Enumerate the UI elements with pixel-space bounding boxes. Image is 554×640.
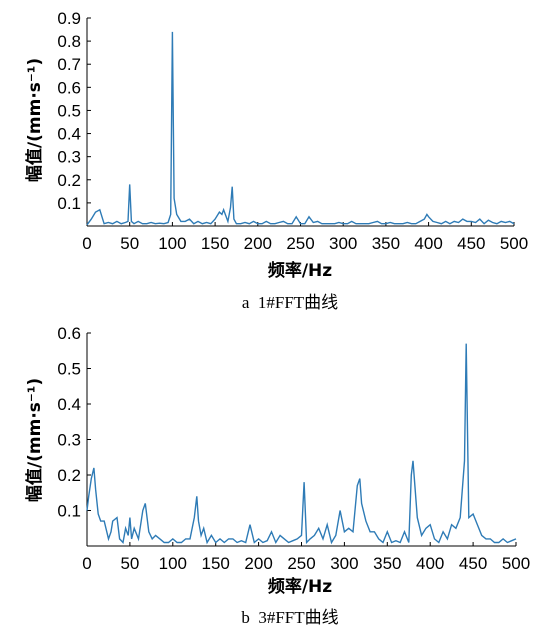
caption-b: b 3#FFT曲线 — [241, 608, 338, 627]
x-axis-label-b: 频率/Hz — [268, 576, 332, 597]
y-tick-label-a: 0.4 — [57, 125, 81, 144]
x-tick-label-a: 350 — [372, 234, 400, 253]
y-tick-label-a: 0.2 — [57, 171, 81, 190]
y-tick-label-b: 0.5 — [57, 360, 81, 379]
y-axis-label-a: 幅值/(mm·s⁻¹) — [24, 58, 45, 182]
series-line-a — [86, 31, 515, 226]
y-tick-label-a: 0.7 — [57, 55, 81, 74]
x-tick-label-a: 100 — [158, 234, 186, 253]
plot-area-b — [86, 333, 516, 547]
x-axis-label-a: 频率/Hz — [268, 260, 332, 281]
chart-panel-b: 0.1 0.2 0.3 0.4 0.5 0.6 0 50 100 150 200 250 300 350… — [24, 324, 530, 627]
chart-panel-a: 0.1 0.2 0.3 0.4 0.5 0.6 0.7 0.8 0.9 0 50 100 150 200… — [24, 9, 528, 312]
series-line-b — [86, 343, 517, 545]
x-tick-label-a: 0 — [82, 234, 91, 253]
x-tick-label-b: 450 — [459, 554, 487, 573]
y-tick-label-a: 0.5 — [57, 101, 81, 120]
x-tick-label-b: 200 — [244, 554, 272, 573]
x-tick-label-b: 300 — [330, 554, 358, 573]
x-tick-label-a: 450 — [457, 234, 485, 253]
x-tick-label-a: 200 — [244, 234, 272, 253]
y-tick-label-b: 0.3 — [57, 431, 81, 450]
plot-area-a — [86, 18, 514, 227]
x-tick-label-b: 350 — [373, 554, 401, 573]
y-tick-label-b: 0.1 — [57, 502, 81, 521]
caption-a: a 1#FFT曲线 — [242, 293, 338, 312]
y-tick-label-a: 0.6 — [57, 78, 81, 97]
y-tick-label-a: 0.8 — [57, 32, 81, 51]
x-tick-label-b: 0 — [82, 554, 91, 573]
y-tick-label-b: 0.4 — [57, 395, 81, 414]
y-tick-label-a: 0.1 — [57, 194, 81, 213]
y-tick-label-b: 0.6 — [57, 324, 81, 343]
x-tick-label-a: 300 — [329, 234, 357, 253]
x-tick-label-a: 500 — [500, 234, 528, 253]
y-tick-label-a: 0.9 — [57, 9, 81, 28]
x-tick-label-a: 150 — [201, 234, 229, 253]
x-tick-label-b: 400 — [416, 554, 444, 573]
y-tick-label-b: 0.2 — [57, 466, 81, 485]
x-tick-label-a: 400 — [414, 234, 442, 253]
x-tick-label-b: 150 — [202, 554, 230, 573]
x-tick-label-b: 250 — [287, 554, 315, 573]
x-tick-label-b: 50 — [120, 554, 139, 573]
y-tick-label-a: 0.3 — [57, 148, 81, 167]
x-tick-label-a: 50 — [120, 234, 139, 253]
x-tick-label-a: 250 — [286, 234, 314, 253]
x-tick-label-b: 500 — [502, 554, 530, 573]
x-tick-label-b: 100 — [159, 554, 187, 573]
y-axis-label-b: 幅值/(mm·s⁻¹) — [24, 378, 45, 502]
